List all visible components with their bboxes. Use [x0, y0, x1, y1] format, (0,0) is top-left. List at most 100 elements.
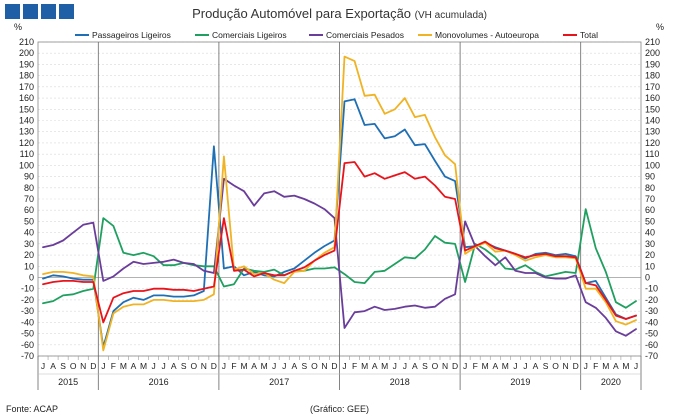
- x-tick-label: N: [80, 361, 86, 371]
- x-tick-label: A: [251, 361, 257, 371]
- y-tick-label-left: 200: [19, 48, 34, 58]
- legend-item-passageiros-ligeiros: Passageiros Ligeiros: [75, 30, 171, 40]
- x-tick-label: J: [41, 361, 45, 371]
- x-tick-label: J: [393, 361, 397, 371]
- y-tick-label-right: 130: [645, 127, 660, 137]
- x-tick-label: J: [101, 361, 105, 371]
- y-tick-label-right: 0: [645, 273, 650, 283]
- x-tick-label: M: [261, 361, 268, 371]
- y-tick-label-left: 40: [24, 228, 34, 238]
- graph-credit: (Gráfico: GEE): [310, 404, 370, 414]
- x-tick-label: S: [301, 361, 307, 371]
- y-tick-label-right: 190: [645, 59, 660, 69]
- x-tick-label: A: [50, 361, 56, 371]
- y-tick-label-right: 200: [645, 48, 660, 58]
- x-tick-label: A: [492, 361, 498, 371]
- x-tick-label: N: [442, 361, 448, 371]
- x-tick-label: M: [381, 361, 388, 371]
- x-tick-label: D: [331, 361, 337, 371]
- y-tick-label-left: 210: [19, 37, 34, 47]
- x-tick-label: O: [311, 361, 318, 371]
- x-tick-label: O: [552, 361, 559, 371]
- legend-swatch: [563, 34, 577, 36]
- x-tick-label: J: [272, 361, 276, 371]
- year-label: 2019: [510, 377, 530, 387]
- y-tick-label-left: 110: [20, 149, 34, 159]
- y-tick-label-left: 160: [19, 93, 34, 103]
- x-tick-label: S: [422, 361, 428, 371]
- x-tick-label: D: [573, 361, 579, 371]
- x-tick-label: M: [622, 361, 629, 371]
- y-tick-label-left: 20: [24, 250, 34, 260]
- y-tick-label-left: -10: [21, 284, 34, 294]
- y-tick-label-left: 70: [24, 194, 34, 204]
- y-tick-label-left: 30: [24, 239, 34, 249]
- logo-square-2: [23, 4, 38, 19]
- x-tick-label: J: [162, 361, 166, 371]
- x-tick-label: O: [70, 361, 77, 371]
- x-tick-label: J: [523, 361, 527, 371]
- chart-title-sub: (VH acumulada): [414, 10, 487, 21]
- x-tick-label: S: [181, 361, 187, 371]
- y-tick-label-left: 90: [24, 172, 34, 182]
- y-tick-label-left: 100: [19, 160, 34, 170]
- legend-swatch: [309, 34, 323, 36]
- y-tick-label-right: 100: [645, 160, 660, 170]
- y-tick-label-right: 180: [645, 71, 660, 81]
- legend-item-monovolumes-autoeuropa: Monovolumes - Autoeuropa: [418, 30, 539, 40]
- x-tick-label: N: [563, 361, 569, 371]
- legend-swatch: [418, 34, 432, 36]
- y-tick-label-left: -70: [21, 351, 34, 361]
- y-tick-label-left: 130: [19, 127, 34, 137]
- y-tick-label-left: -40: [21, 317, 34, 327]
- x-tick-label: O: [190, 361, 197, 371]
- y-tick-label-right: -30: [645, 306, 658, 316]
- legend: Passageiros Ligeiros Comerciais Ligeiros…: [75, 30, 615, 44]
- x-tick-label: M: [482, 361, 489, 371]
- y-tick-label-left: -50: [21, 329, 34, 339]
- legend-label: Total: [580, 30, 598, 40]
- y-tick-label-right: 140: [645, 116, 660, 126]
- y-tick-label-right: 170: [645, 82, 660, 92]
- y-tick-label-right: -70: [645, 351, 658, 361]
- x-tick-label: F: [352, 361, 357, 371]
- y-tick-label-right: 40: [645, 228, 655, 238]
- y-tick-label-left: 60: [24, 205, 34, 215]
- x-tick-label: M: [602, 361, 609, 371]
- x-tick-label: A: [533, 361, 539, 371]
- y-tick-label-right: -10: [645, 284, 658, 294]
- series-line-passageiros-ligeiros: [42, 98, 637, 348]
- logo-square-3: [41, 4, 56, 19]
- y-tick-label-left: 120: [19, 138, 34, 148]
- year-label: 2018: [390, 377, 410, 387]
- x-tick-label: F: [593, 361, 598, 371]
- x-tick-label: J: [151, 361, 155, 371]
- y-tick-label-right: -40: [645, 317, 658, 327]
- year-label: 2017: [269, 377, 289, 387]
- y-tick-label-right: 120: [645, 138, 660, 148]
- y-tick-label-left: 0: [29, 273, 34, 283]
- x-tick-label: J: [222, 361, 226, 371]
- y-tick-label-left: -30: [21, 306, 34, 316]
- y-tick-label-left: 150: [19, 104, 34, 114]
- y-tick-label-left: 140: [19, 116, 34, 126]
- y-tick-label-right: 60: [645, 205, 655, 215]
- y-tick-label-right: 210: [645, 37, 660, 47]
- y-tick-label-left: 180: [19, 71, 34, 81]
- legend-label: Passageiros Ligeiros: [92, 30, 171, 40]
- y-tick-label-right: -20: [645, 295, 658, 305]
- year-label: 2020: [601, 377, 621, 387]
- y-tick-label-left: 10: [24, 261, 34, 271]
- x-tick-label: A: [291, 361, 297, 371]
- y-tick-label-left: -60: [21, 340, 34, 350]
- x-tick-label: J: [634, 361, 638, 371]
- x-tick-label: J: [584, 361, 588, 371]
- y-tick-label-right: 20: [645, 250, 655, 260]
- year-label: 2016: [149, 377, 169, 387]
- legend-item-comerciais-pesados: Comerciais Pesados: [309, 30, 404, 40]
- y-tick-label-left: 170: [19, 82, 34, 92]
- x-tick-label: J: [403, 361, 407, 371]
- y-tick-label-right: 50: [645, 216, 655, 226]
